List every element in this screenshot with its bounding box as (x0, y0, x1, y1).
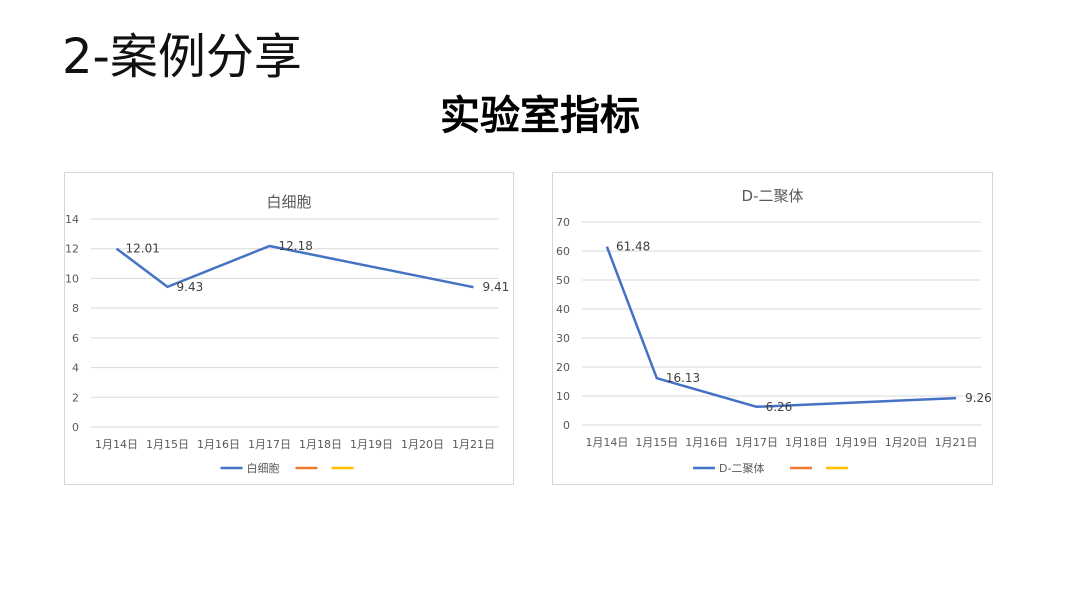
wbc-y-tick-label: 12 (65, 243, 79, 256)
slide-subtitle: 实验室指标 (440, 93, 640, 139)
d-dimer-x-tick-label: 1月17日 (735, 436, 778, 449)
wbc-chart: 白细胞 0 2 4 6 8 10 12 14 1月14日 1月15日 1月16日 1月17日 1月18日 1… (64, 172, 514, 485)
wbc-y-tick-label: 4 (72, 362, 79, 375)
d-dimer-y-tick-label: 20 (556, 361, 570, 374)
d-dimer-y-tick-label: 10 (556, 390, 570, 403)
d-dimer-chart: D-二聚体 0 10 20 30 40 50 60 70 1月14日 1月15日 1月16日 1月17日… (552, 172, 993, 485)
d-dimer-y-tick-label: 60 (556, 245, 570, 258)
d-dimer-data-label: 16.13 (666, 371, 700, 385)
d-dimer-legend-label: D-二聚体 (719, 461, 764, 475)
wbc-x-tick-label: 1月16日 (197, 438, 240, 451)
slide-title: 2-案例分享 (62, 29, 302, 85)
wbc-chart-svg: 白细胞 0 2 4 6 8 10 12 14 1月14日 1月15日 1月16日 1月17日 1月18日 1… (65, 193, 510, 475)
d-dimer-chart-title: D-二聚体 (742, 187, 804, 205)
d-dimer-series-line (605, 246, 957, 409)
d-dimer-y-tick-label: 0 (563, 419, 570, 432)
d-dimer-data-label: 9.26 (965, 391, 992, 405)
wbc-chart-title: 白细胞 (266, 193, 311, 211)
wbc-legend-label: 白细胞 (247, 461, 280, 475)
wbc-y-tick-label: 2 (72, 391, 79, 404)
d-dimer-data-label: 6.26 (766, 400, 793, 414)
wbc-x-tick-label: 1月17日 (248, 438, 291, 451)
wbc-data-label: 9.43 (177, 280, 204, 294)
wbc-y-tick-label: 14 (65, 213, 79, 226)
wbc-x-tick-label: 1月15日 (146, 438, 189, 451)
wbc-data-label: 12.18 (279, 239, 313, 253)
wbc-y-tick-label: 8 (72, 302, 79, 315)
wbc-y-tick-label: 10 (65, 272, 79, 285)
wbc-x-tick-label: 1月21日 (452, 438, 495, 451)
wbc-x-tick-label: 1月20日 (401, 438, 444, 451)
wbc-series-line (115, 244, 474, 289)
wbc-x-tick-label: 1月14日 (95, 438, 138, 451)
d-dimer-x-tick-label: 1月20日 (885, 436, 928, 449)
d-dimer-chart-svg: D-二聚体 0 10 20 30 40 50 60 70 1月14日 1月15日 1月16日 1月17日… (556, 187, 992, 475)
d-dimer-y-tick-label: 70 (556, 216, 570, 229)
wbc-data-label: 9.41 (483, 280, 510, 294)
wbc-data-label: 12.01 (126, 242, 160, 256)
d-dimer-x-tick-label: 1月18日 (785, 436, 828, 449)
wbc-y-tick-label: 0 (72, 421, 79, 434)
d-dimer-x-tick-label: 1月16日 (685, 436, 728, 449)
d-dimer-y-tick-label: 50 (556, 274, 570, 287)
d-dimer-x-tick-label: 1月19日 (835, 436, 878, 449)
wbc-x-tick-label: 1月19日 (350, 438, 393, 451)
d-dimer-data-label: 61.48 (616, 240, 650, 254)
d-dimer-x-tick-label: 1月14日 (585, 436, 628, 449)
d-dimer-y-tick-label: 40 (556, 303, 570, 316)
d-dimer-x-tick-label: 1月21日 (935, 436, 978, 449)
d-dimer-x-tick-label: 1月15日 (635, 436, 678, 449)
wbc-x-tick-label: 1月18日 (299, 438, 342, 451)
wbc-y-tick-label: 6 (72, 332, 79, 345)
d-dimer-y-tick-label: 30 (556, 332, 570, 345)
